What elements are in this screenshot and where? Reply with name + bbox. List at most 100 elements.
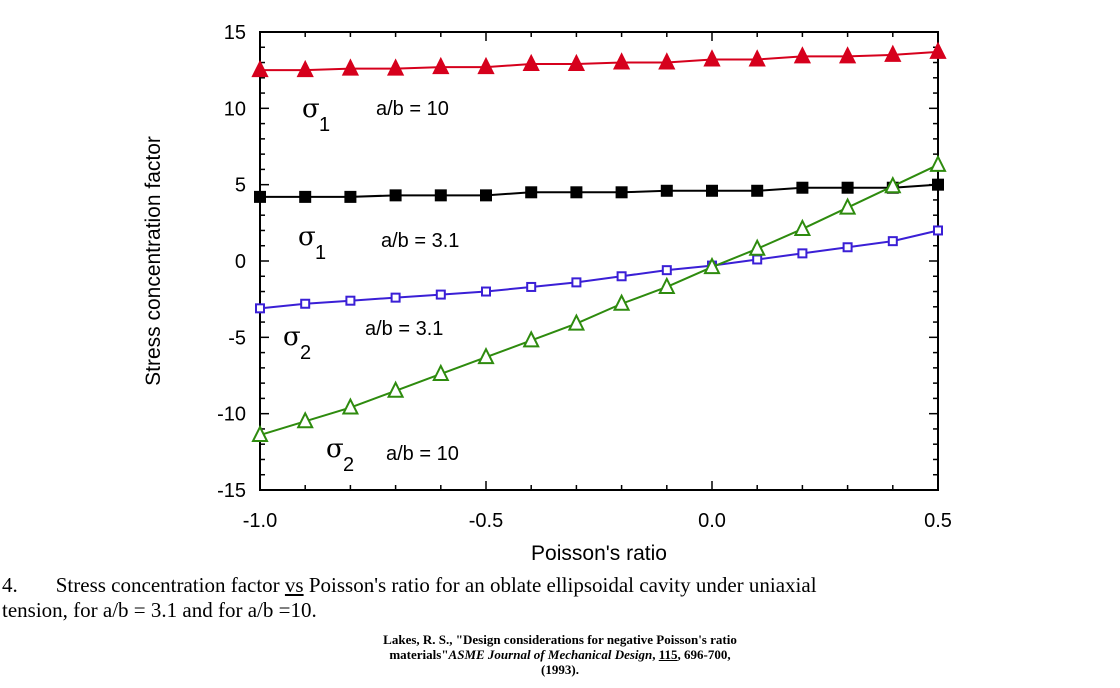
square-marker (255, 303, 265, 314)
square-marker (435, 289, 446, 300)
square-marker (751, 184, 764, 197)
square-marker (841, 181, 854, 194)
triangle-marker (522, 330, 540, 348)
journal-name: ASME Journal of Mechanical Design (448, 647, 653, 662)
series-line (259, 229, 939, 310)
square-marker (481, 286, 491, 297)
series-line (260, 50, 939, 72)
x-tick-label: -1.0 (243, 510, 277, 532)
y-tick-label: 5 (235, 175, 246, 197)
square-marker (752, 254, 763, 265)
caption-line-1: 4. Stress concentration factor vs Poisson… (2, 573, 817, 597)
sigma-label: σ (283, 322, 301, 352)
square-marker (570, 186, 583, 199)
triangle-marker (432, 363, 450, 381)
triangle-marker (386, 380, 405, 398)
square-marker (661, 265, 672, 276)
series--2-a-b-3-1 (255, 225, 943, 314)
x-tick-label: -0.5 (469, 510, 503, 532)
plot-frame (259, 31, 939, 491)
square-marker (390, 292, 401, 303)
square-marker (525, 186, 538, 199)
square-marker (526, 281, 537, 292)
square-marker (345, 295, 356, 306)
reference-line-3: (1993). (541, 662, 579, 677)
x-tick-label: 0.5 (924, 510, 952, 532)
square-marker (706, 184, 718, 197)
triangle-marker (477, 346, 495, 365)
triangle-marker (612, 52, 631, 70)
square-marker (344, 190, 357, 203)
reference-line-2: materials"ASME Journal of Mechanical Des… (389, 647, 731, 662)
y-tick-label: 15 (224, 22, 246, 44)
square-marker (797, 248, 808, 259)
series--2-a-b-10 (251, 154, 947, 443)
triangle-marker (838, 197, 857, 215)
y-tick-label: -5 (228, 327, 246, 349)
triangle-marker (838, 46, 857, 64)
triangle-marker (884, 44, 902, 62)
triangle-marker (748, 238, 766, 256)
triangle-marker (251, 59, 269, 78)
y-axis-label: Stress concentration factor (142, 136, 165, 386)
ratio-label: a/b = 3.1 (381, 230, 459, 252)
sigma-label: σ (302, 94, 320, 124)
triangle-marker (341, 397, 360, 415)
caption-line-2: tension, for a/b = 3.1 and for a/b =10. (2, 598, 317, 622)
sigma-subscript: 2 (300, 342, 311, 364)
square-marker (660, 184, 673, 197)
sigma-label: σ (298, 222, 316, 252)
square-marker (932, 178, 944, 191)
triangle-marker (567, 53, 586, 72)
triangle-marker (296, 59, 314, 78)
y-tick-label: -10 (217, 404, 246, 426)
square-marker (842, 242, 853, 253)
caption-number: 4. (2, 573, 18, 597)
x-axis-label: Poisson's ratio (531, 542, 667, 560)
triangle-marker (929, 41, 947, 59)
triangle-marker (658, 52, 676, 70)
ratio-label: a/b = 3.1 (365, 318, 443, 340)
triangle-marker (341, 58, 360, 76)
square-marker (887, 236, 898, 247)
y-tick-label: 10 (224, 98, 246, 120)
square-marker (254, 190, 266, 203)
triangle-marker (703, 49, 721, 67)
sigma-label: σ (326, 434, 344, 464)
square-marker (571, 277, 582, 288)
triangle-marker (703, 256, 721, 275)
ratio-label: a/b = 10 (376, 98, 449, 120)
triangle-marker (251, 424, 269, 443)
square-marker (389, 189, 402, 202)
y-tick-label: -15 (217, 480, 246, 502)
square-marker (933, 225, 943, 236)
reference-line-1: Lakes, R. S., "Design considerations for… (383, 632, 737, 647)
triangle-marker (793, 46, 812, 64)
sigma-subscript: 1 (315, 242, 326, 264)
square-marker (796, 181, 809, 194)
triangle-marker (477, 56, 495, 75)
square-marker (300, 298, 311, 309)
square-marker (299, 190, 312, 203)
series--1-a-b-10 (251, 41, 947, 78)
series-line (259, 163, 939, 436)
series-line (260, 183, 939, 198)
series--1-a-b-3-1 (254, 178, 944, 203)
triangle-marker (884, 175, 902, 194)
chart: 15 10 5 0 -5 -10 -15 -1.0 -0.5 0.0 0.5 Poisson's ra… (142, 22, 952, 560)
x-tick-label: 0.0 (698, 510, 726, 532)
square-marker (616, 271, 627, 282)
ratio-label: a/b = 10 (386, 443, 459, 465)
triangle-marker (612, 293, 631, 311)
triangle-marker (296, 411, 314, 429)
triangle-marker (929, 154, 947, 172)
triangle-marker (793, 218, 812, 236)
triangle-marker (658, 276, 676, 294)
square-marker (480, 189, 492, 202)
triangle-marker (748, 49, 766, 67)
triangle-marker (567, 313, 586, 331)
sigma-subscript: 2 (343, 454, 354, 476)
triangle-marker (522, 53, 540, 72)
triangle-marker (432, 56, 450, 75)
square-marker (615, 186, 628, 199)
